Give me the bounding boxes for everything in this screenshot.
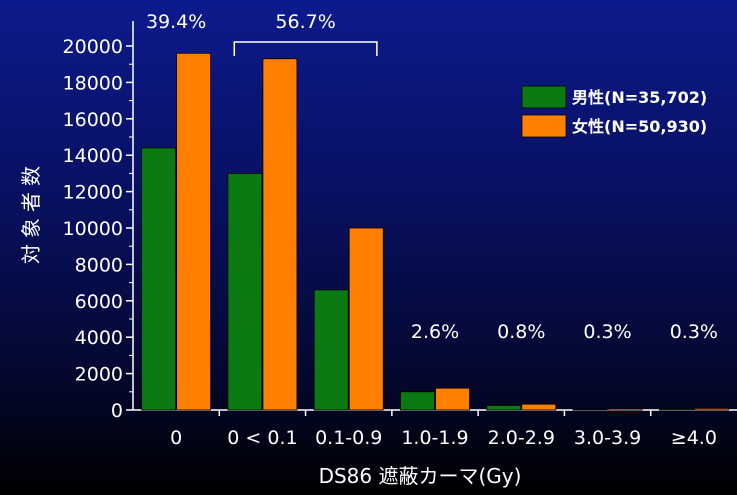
percentage-annotation: 39.4% — [146, 11, 206, 33]
y-axis-label: 対象者数 — [19, 160, 43, 264]
annotation-bracket — [233, 41, 378, 56]
bar-male — [400, 391, 435, 411]
x-tick-label: 1.0-1.9 — [401, 427, 468, 449]
bar-female — [693, 407, 729, 411]
bar-female — [521, 403, 557, 411]
bars — [141, 52, 729, 411]
percentage-annotation: 0.3% — [583, 321, 631, 343]
percentage-annotation: 56.7% — [275, 11, 335, 33]
x-tick-label: ≥4.0 — [671, 427, 717, 449]
percentage-annotation: 2.6% — [411, 321, 459, 343]
legend-label: 女性(N=50,930) — [572, 117, 707, 136]
y-tick-label: 6000 — [75, 291, 123, 313]
annotations: 39.4% 56.7% 2.6% 0.8% 0.3% 0.3% — [146, 11, 718, 343]
bar-female — [607, 408, 643, 411]
legend: 男性(N=35,702) 女性(N=50,930) — [521, 85, 707, 138]
bar-female — [176, 52, 212, 411]
legend-swatch — [521, 114, 567, 138]
x-tick-label: 2.0-2.9 — [488, 427, 555, 449]
y-tick-label: 4000 — [75, 327, 123, 349]
y-tick-label: 8000 — [75, 254, 123, 276]
axes: 0 2000 4000 6000 8000 10000 12000 14000 16000 180… — [63, 21, 737, 449]
bar-male — [658, 408, 694, 411]
y-tick-label: 14000 — [63, 145, 123, 167]
bar-female — [348, 227, 384, 411]
percentage-annotation: 0.8% — [497, 321, 545, 343]
y-tick-label: 20000 — [63, 36, 123, 58]
legend-swatch — [521, 85, 567, 109]
x-tick-label: 0 — [170, 427, 182, 449]
y-tick-label: 12000 — [63, 182, 123, 204]
y-tick-label: 10000 — [63, 218, 123, 240]
x-axis-label: DS86 遮蔽カーマ(Gy) — [319, 464, 522, 488]
bar-male — [141, 147, 177, 411]
legend-label: 男性(N=35,702) — [572, 88, 707, 107]
y-tick-label: 16000 — [63, 109, 123, 131]
bar-female — [435, 387, 470, 411]
bar-male — [486, 405, 522, 411]
y-tick-label: 0 — [111, 400, 123, 422]
y-tick-label: 18000 — [63, 72, 123, 94]
bar-female — [262, 58, 298, 411]
x-tick-label: 3.0-3.9 — [574, 427, 641, 449]
x-tick-label: 0.1-0.9 — [315, 427, 382, 449]
y-tick-label: 2000 — [75, 364, 123, 386]
x-tick-label: 0 < 0.1 — [227, 427, 297, 449]
percentage-annotation: 0.3% — [670, 321, 718, 343]
bar-male — [227, 172, 263, 411]
bar-male — [313, 289, 349, 411]
bar-male — [572, 408, 608, 411]
